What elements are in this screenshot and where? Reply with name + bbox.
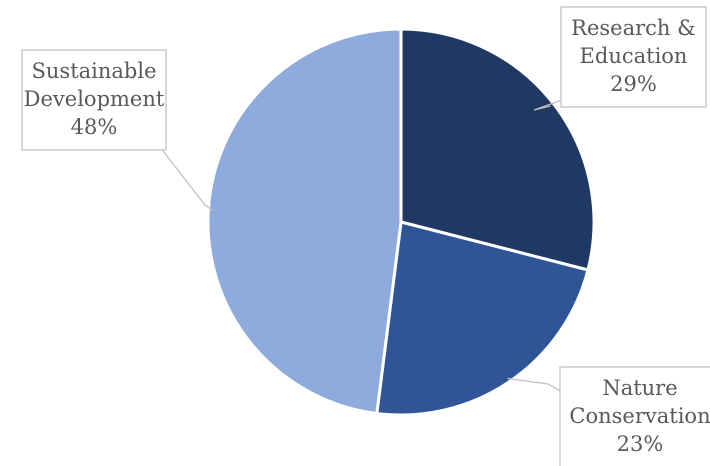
pie-slice-0 bbox=[399, 27, 596, 272]
callout-category-text: Research & bbox=[571, 16, 696, 40]
callout-1: Nature Conservation 23% bbox=[507, 366, 710, 466]
pie-slice-2 bbox=[206, 27, 403, 415]
callout-category-text: Conservation bbox=[569, 404, 710, 428]
callout-leader-line bbox=[507, 377, 563, 393]
callout-0: Research & Education 29% bbox=[533, 6, 707, 111]
callout-box bbox=[21, 49, 167, 151]
callout-2: Sustainable Development 48% bbox=[21, 49, 213, 211]
callouts-layer: Research & Education 29% Nature Conservation… bbox=[21, 6, 710, 466]
callout-category-text: Sustainable bbox=[32, 59, 157, 83]
callout-percent-text: 23% bbox=[617, 432, 664, 456]
callout-box bbox=[559, 366, 710, 466]
slices-layer bbox=[206, 27, 596, 417]
callout-percent-text: 29% bbox=[610, 72, 657, 96]
pie-slice-1 bbox=[375, 220, 590, 417]
callout-percent-text: 48% bbox=[71, 115, 118, 139]
callout-leader-line bbox=[159, 146, 213, 211]
callout-leader-line bbox=[533, 99, 563, 111]
callout-category-text: Nature bbox=[602, 376, 677, 400]
callout-category-text: Development bbox=[24, 87, 165, 111]
callout-box bbox=[560, 6, 707, 108]
callout-category-text: Education bbox=[580, 44, 688, 68]
